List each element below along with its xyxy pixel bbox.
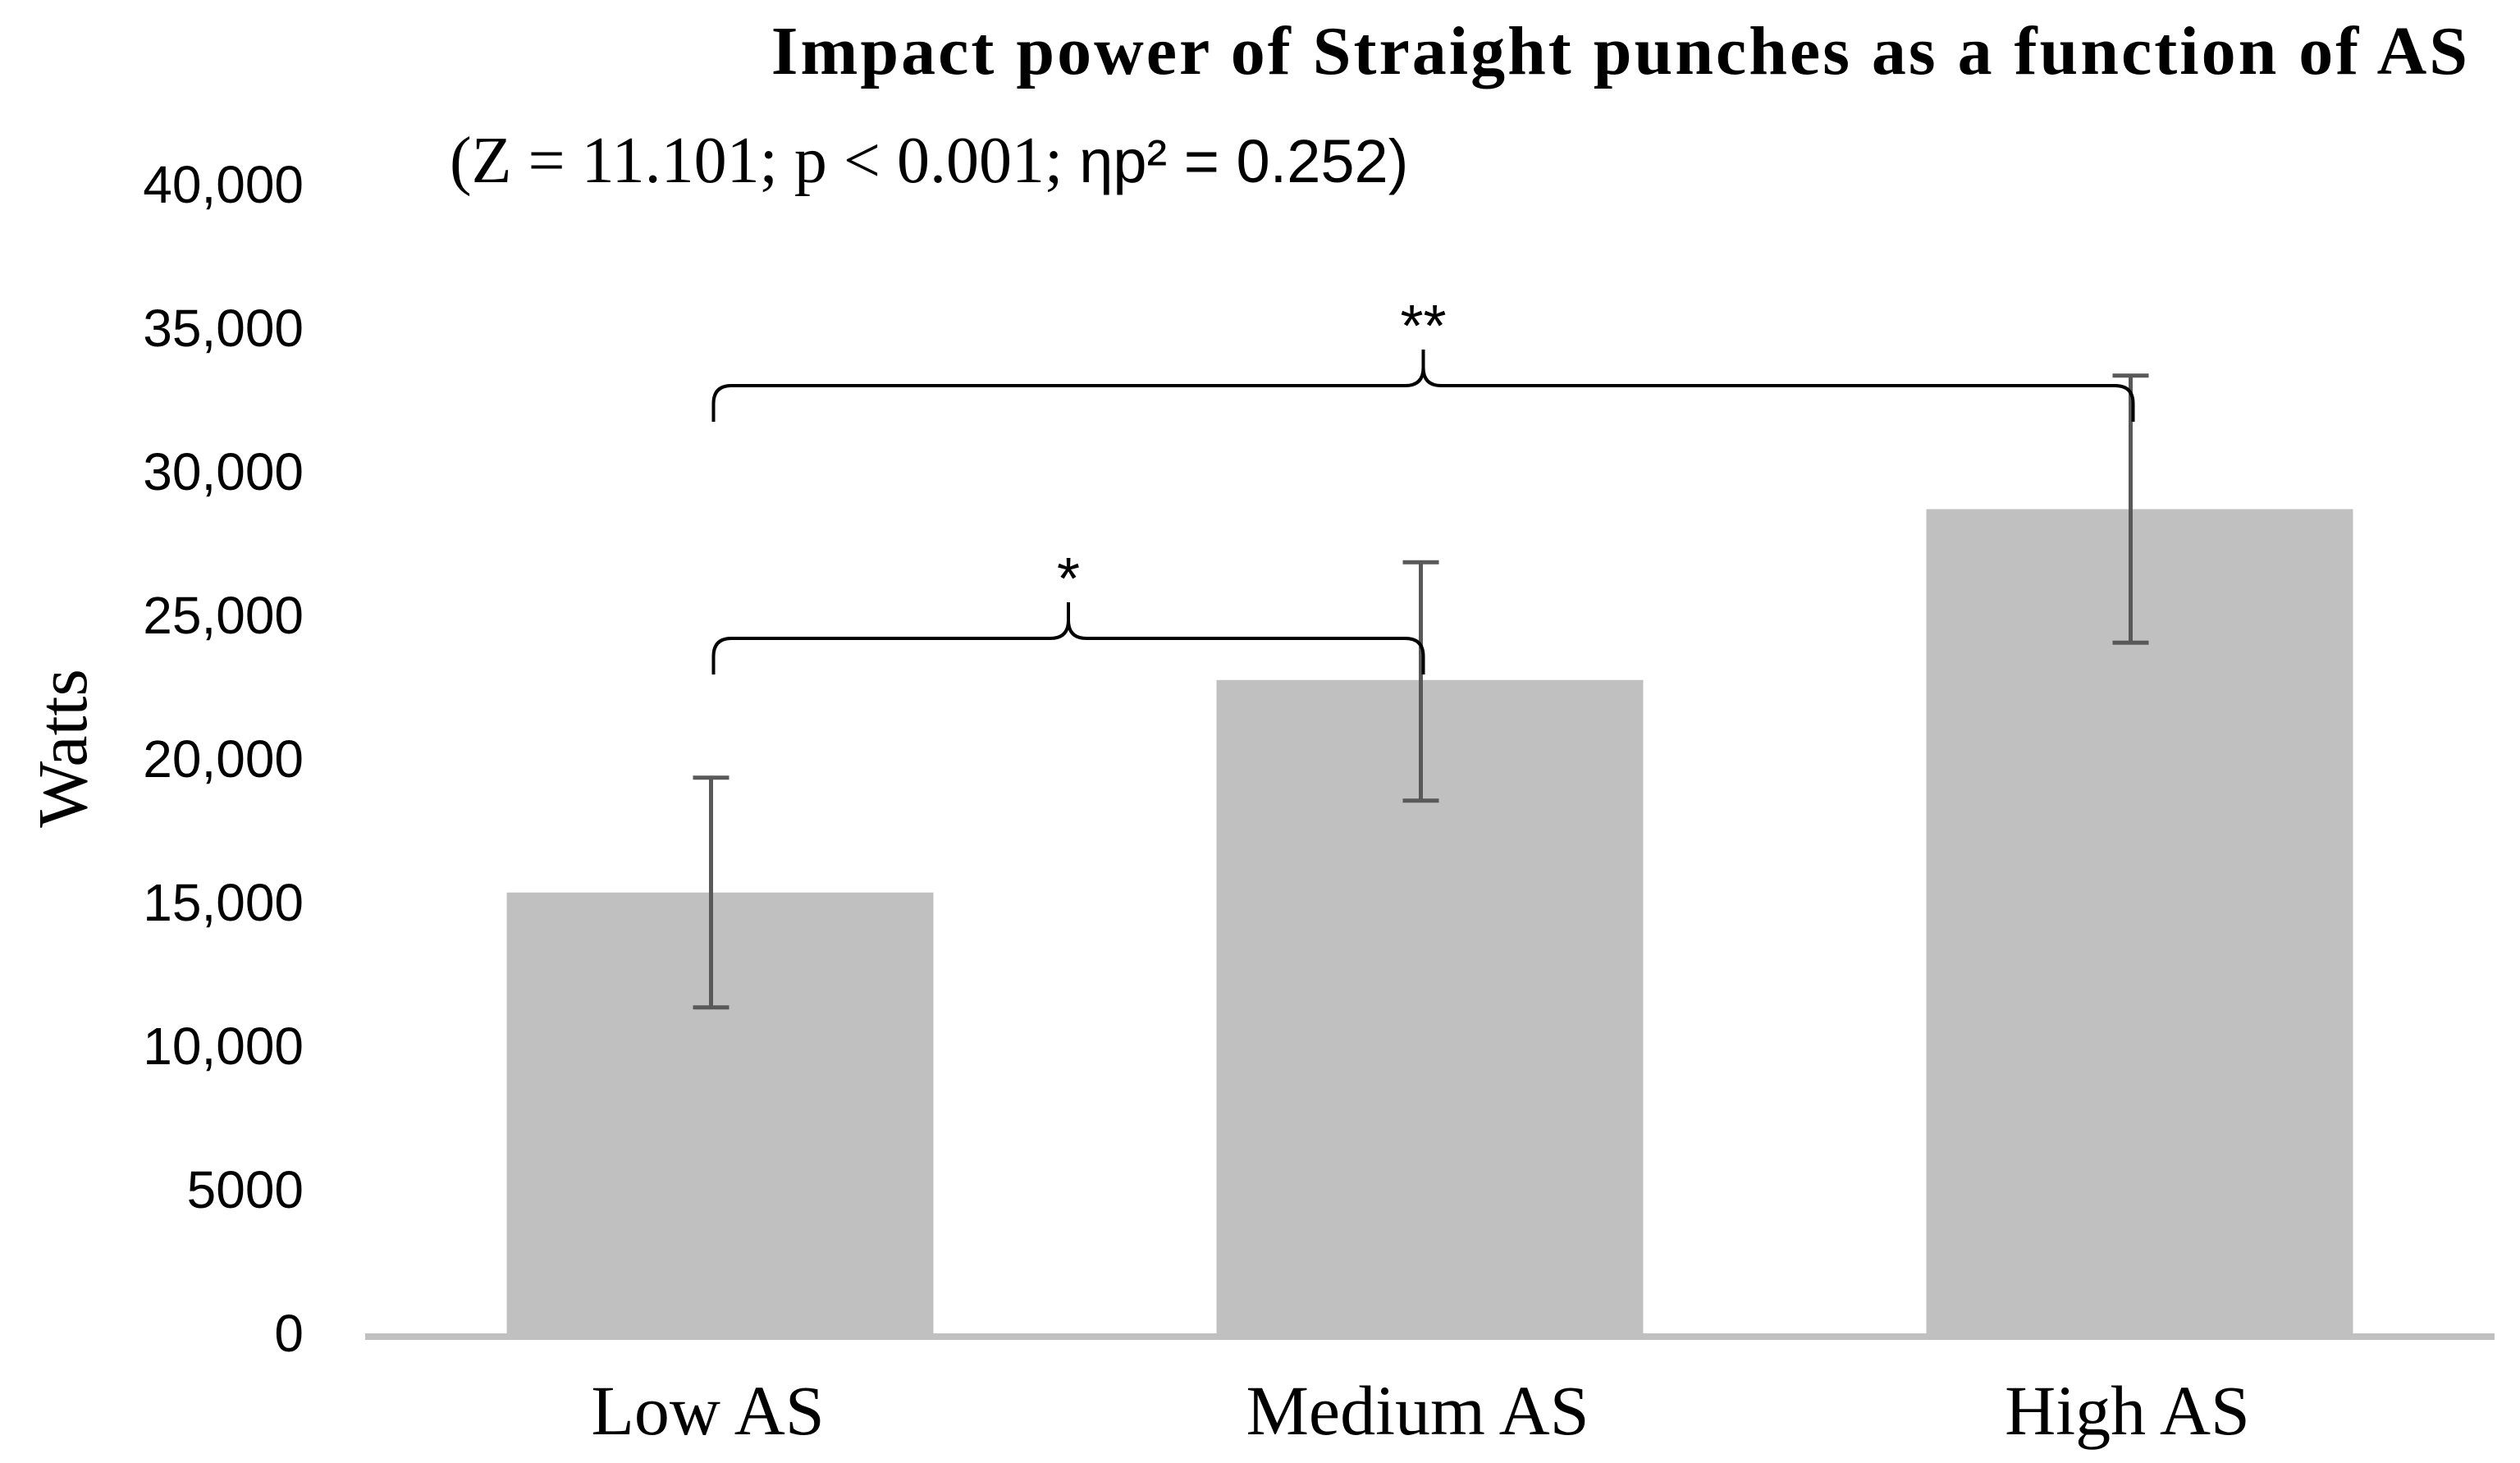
x-axis-labels: Low AS Medium AS High AS [591,1371,2250,1450]
y-tick-label: 25,000 [143,586,304,645]
bar [1926,509,2353,1333]
x-category-label: Low AS [591,1371,824,1450]
bar [1216,679,1644,1333]
chart-subtitle-effect-size: ηp² = 0.252) [1079,127,1408,195]
y-tick-label: 40,000 [143,155,304,214]
x-category-label: High AS [2005,1371,2250,1450]
error-bars-group [693,373,2149,1010]
y-tick-label: 15,000 [143,873,304,932]
chart-subtitle: (Z = 11.101; p < 0.001; ηp² = 0.252) [450,125,1408,197]
y-tick-label: 0 [274,1304,304,1363]
x-category-label: Medium AS [1246,1371,1589,1450]
y-tick-label: 30,000 [143,442,304,501]
y-axis-title: Watts [23,669,102,828]
chart-title: Impact power of Straight punches as a fu… [771,13,2470,89]
bars-group [506,509,2353,1333]
y-tick-label: 10,000 [143,1017,304,1076]
significance-bracket [711,602,1425,674]
y-tick-label: 35,000 [143,299,304,358]
significance-bracket [711,350,2135,422]
significance-brackets: *** [711,294,2135,674]
chart-subtitle-stats: (Z = 11.101; p < 0.001; [450,125,1079,197]
bar [506,892,934,1333]
y-tick-label: 20,000 [143,729,304,789]
y-tick-label: 5000 [187,1160,304,1219]
y-axis: 0 5000 10,000 15,000 20,000 25,000 30,000 35,00… [143,155,304,1363]
significance-marker: ** [1400,294,1446,359]
significance-marker: * [1057,546,1080,612]
